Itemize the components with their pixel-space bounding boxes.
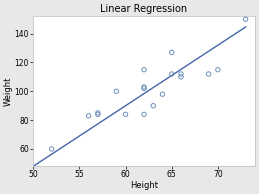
Point [179,72,183,75]
Point [96,111,100,114]
Point [170,51,174,54]
Point [96,113,100,116]
Point [170,72,174,75]
Point [142,113,146,116]
Point [142,85,146,88]
Point [114,90,118,93]
Point [151,104,155,107]
Y-axis label: Weight: Weight [4,77,13,106]
Point [50,169,54,172]
Title: Linear Regression: Linear Regression [100,4,188,14]
X-axis label: Height: Height [130,181,158,190]
Point [179,75,183,78]
Point [124,113,128,116]
Point [207,72,211,75]
Point [142,87,146,90]
Point [216,68,220,71]
Point [160,93,164,96]
Point [87,114,91,117]
Point [142,68,146,71]
Point [50,147,54,151]
Point [243,18,248,21]
